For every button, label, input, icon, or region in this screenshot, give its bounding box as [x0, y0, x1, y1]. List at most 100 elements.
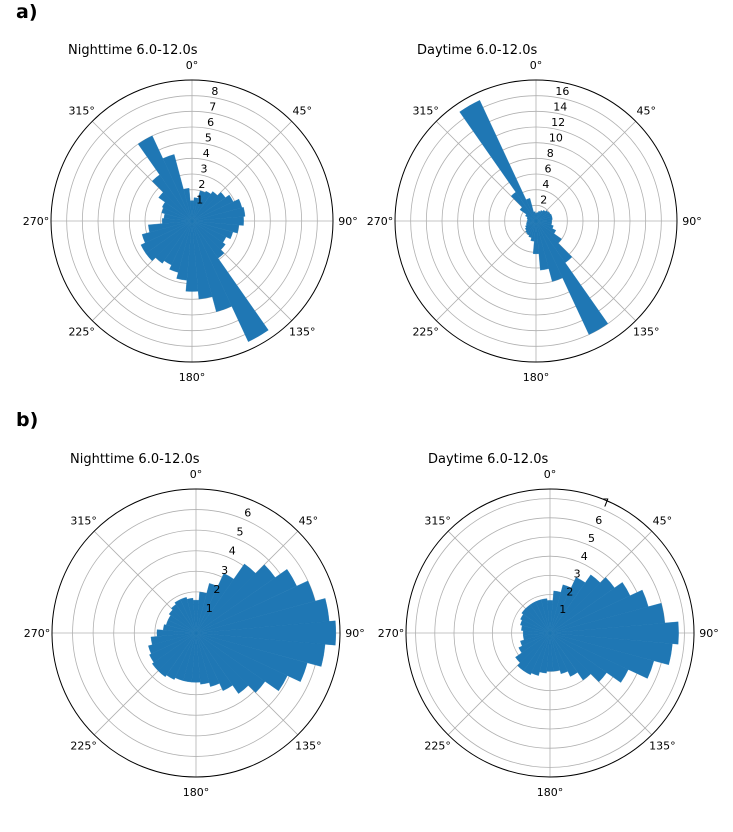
radial-tick-label: 4 [581, 550, 588, 563]
radial-tick-label: 2 [540, 194, 547, 207]
angle-label: 90° [699, 627, 719, 640]
angle-label: 270° [23, 215, 50, 228]
rose-bar [526, 220, 537, 224]
rose-bar [195, 632, 266, 693]
rose-bar [191, 220, 269, 342]
rose-bar [195, 620, 337, 646]
angle-label: 315° [70, 515, 97, 528]
radial-tick-label: 6 [545, 163, 552, 176]
rose-bar [162, 154, 193, 222]
radial-tick-label: 5 [237, 526, 244, 539]
radial-tick-label: 4 [229, 545, 236, 558]
rose-bar [195, 632, 220, 687]
angle-label: 45° [637, 105, 657, 118]
rose-bar [183, 188, 193, 222]
radial-tick-label: 2 [198, 178, 205, 191]
radial-tick-label: 7 [602, 496, 609, 509]
rose-bar [535, 220, 609, 335]
rose-bar [169, 220, 193, 273]
chart-title: Daytime 6.0-12.0s [417, 43, 537, 58]
angle-label: 180° [179, 371, 206, 384]
angle-label: 225° [412, 325, 439, 338]
radial-tick-label: 6 [244, 507, 251, 520]
rose-bar [150, 632, 197, 645]
angle-label: 180° [183, 786, 210, 799]
rose-bar [525, 220, 537, 226]
radial-tick-label: 16 [555, 85, 569, 98]
rose-bar [148, 632, 197, 655]
rose-bar [156, 629, 197, 637]
angle-label: 270° [378, 627, 405, 640]
angle-label: 225° [424, 739, 451, 752]
angle-label: 135° [633, 325, 660, 338]
rose-bar [180, 597, 197, 634]
rose-bar [148, 220, 193, 233]
polar-frame [51, 488, 341, 778]
rose-bar [195, 632, 210, 685]
angle-label: 90° [345, 627, 365, 640]
rose-bar [195, 632, 249, 694]
chart-title: Daytime 6.0-12.0s [428, 452, 548, 467]
chart-title: Nighttime 6.0-12.0s [68, 43, 198, 58]
rose-bar [195, 632, 288, 692]
rose-bar [149, 632, 197, 663]
angle-label: 180° [537, 786, 564, 799]
rose-bar [140, 220, 193, 254]
rose-bar [549, 632, 673, 665]
angle-label: 135° [649, 739, 676, 752]
angle-label: 0° [530, 59, 543, 72]
radial-tick-label: 14 [553, 100, 567, 113]
angle-label: 90° [338, 215, 358, 228]
angle-label: 45° [299, 515, 319, 528]
radial-tick-label: 1 [196, 194, 203, 207]
radial-tick-label: 1 [206, 602, 213, 615]
rose-bar [191, 220, 213, 300]
radial-tick-label: 5 [588, 532, 595, 545]
rose-bar [186, 597, 197, 634]
radial-tick-label: 6 [207, 116, 214, 129]
rose-bar [549, 632, 569, 674]
rose-bar [191, 220, 234, 240]
angle-label: 315° [424, 515, 451, 528]
rose-bar [533, 211, 537, 222]
rose-bar [137, 135, 193, 222]
angle-label: 90° [682, 215, 702, 228]
angle-label: 225° [70, 739, 97, 752]
rose-bar [195, 632, 233, 691]
radial-tick-label: 7 [209, 100, 216, 113]
rose-bar [191, 207, 246, 222]
radial-tick-label: 10 [549, 131, 563, 144]
polar-frame [394, 79, 678, 363]
angle-label: 135° [289, 325, 316, 338]
rose-bar [549, 632, 607, 683]
angle-label: 315° [412, 105, 439, 118]
radial-tick-label: 3 [221, 564, 228, 577]
rose-bar [525, 220, 537, 228]
panel-label-b: b) [16, 409, 39, 431]
rose-bar [525, 220, 537, 234]
angle-label: 225° [68, 325, 95, 338]
angle-label: 315° [68, 105, 95, 118]
angle-label: 0° [190, 468, 203, 481]
radial-tick-label: 8 [211, 85, 218, 98]
rose-bar [540, 598, 551, 634]
polar-chart-1: Nighttime 6.0-12.0s 1 2 3 4 5 6 7 8 0° 45° 90° 135° 1… [23, 43, 358, 384]
rose-bar [535, 220, 549, 271]
radial-tick-label: 12 [551, 116, 565, 129]
radial-tick-label: 5 [205, 131, 212, 144]
rose-bar [459, 100, 537, 222]
angle-label: 270° [24, 627, 51, 640]
polar-frame [405, 488, 695, 778]
angle-label: 45° [653, 515, 673, 528]
panel-label-a: a) [16, 1, 38, 23]
rose-bar [191, 216, 244, 226]
rose-bar [526, 220, 537, 236]
rose-bar [549, 632, 591, 681]
rose-bar [549, 632, 578, 677]
rose-bar [517, 632, 551, 671]
rose-bar [532, 220, 540, 255]
radial-tick-label: 1 [559, 603, 566, 616]
